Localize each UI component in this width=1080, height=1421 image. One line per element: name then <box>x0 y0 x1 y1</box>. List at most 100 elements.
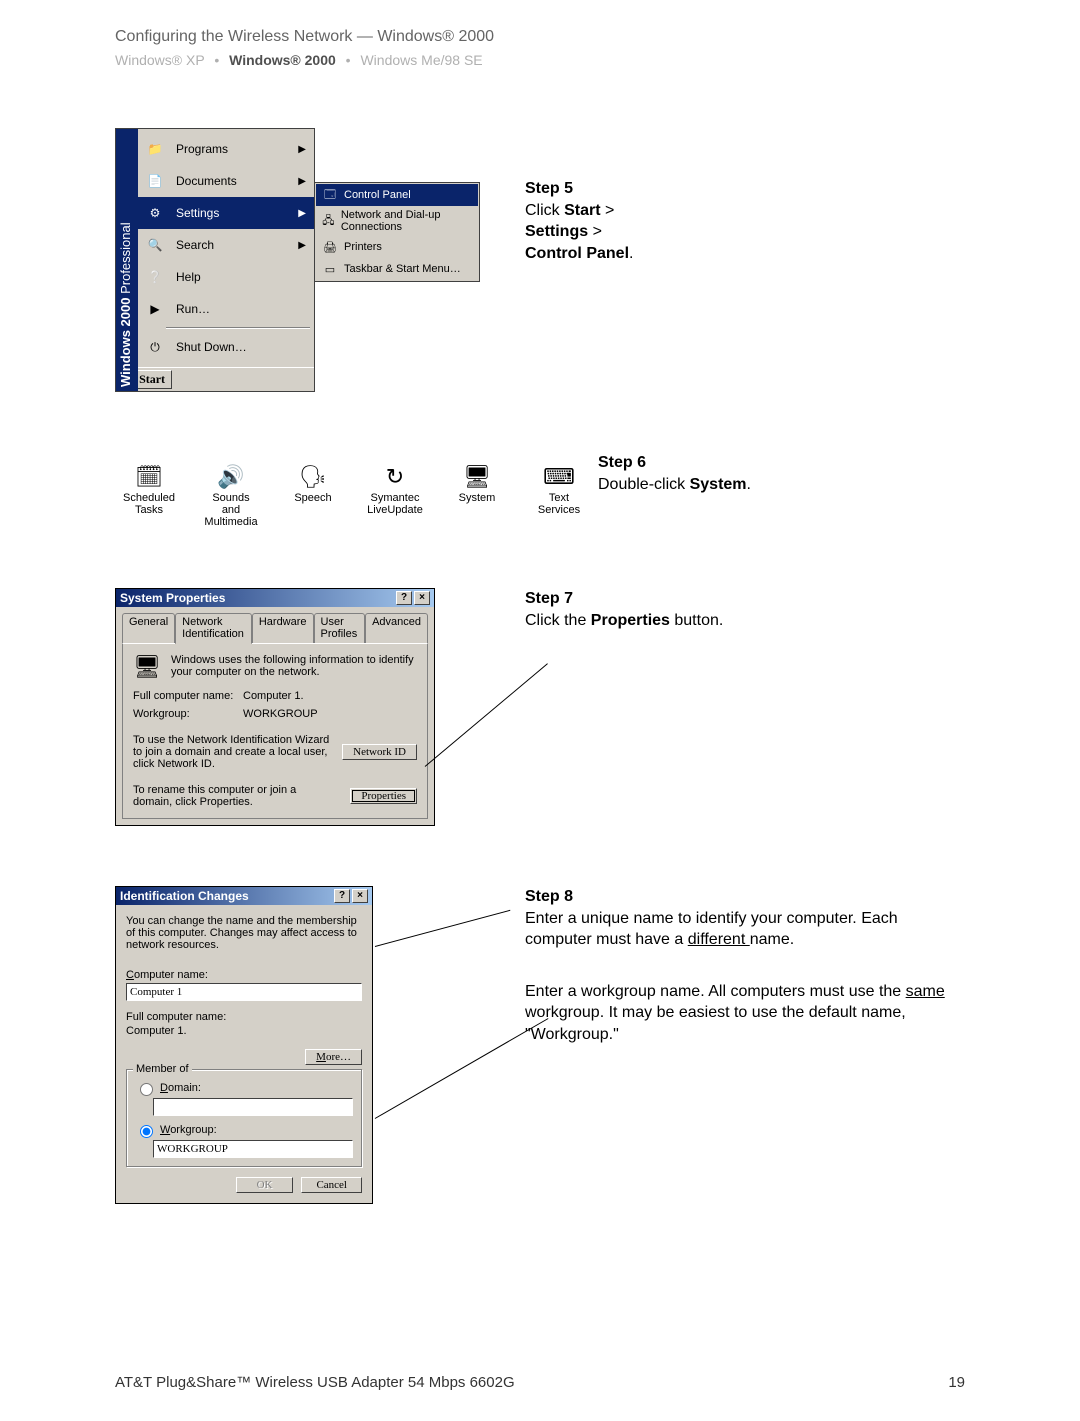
close-button[interactable]: × <box>352 889 368 903</box>
network-id-button[interactable]: Network ID <box>342 744 417 760</box>
start-menu-banner: Windows 2000 Professional <box>116 129 138 391</box>
identification-changes-dialog: Identification Changes ? × You can chang… <box>115 886 373 1204</box>
domain-input[interactable] <box>153 1098 353 1116</box>
computer-icon: 🖥 <box>133 654 161 680</box>
breadcrumb-xp[interactable]: Windows® XP <box>115 52 204 68</box>
network-icon: 🖧 <box>322 213 335 229</box>
taskbar-icon: ▭ <box>322 261 338 277</box>
cp-symantec[interactable]: ↻Symantec LiveUpdate <box>366 462 424 516</box>
submenu-network[interactable]: 🖧 Network and Dial-up Connections <box>316 206 478 236</box>
tab-general[interactable]: General <box>122 613 175 643</box>
settings-icon: ⚙ <box>144 203 166 223</box>
member-of-group: Member of Domain: Workgroup: <box>126 1069 362 1167</box>
submenu-label: Network and Dial-up Connections <box>341 209 472 233</box>
help-button[interactable]: ? <box>396 591 412 605</box>
full-computer-name-value: Computer 1. <box>126 1025 187 1037</box>
submenu-printers[interactable]: 🖨 Printers <box>316 236 478 258</box>
step7-text: Click the Properties button. <box>525 610 723 632</box>
full-name-value: Computer 1. <box>243 690 304 702</box>
page-title: Configuring the Wireless Network — Windo… <box>115 28 965 46</box>
breadcrumb-me98[interactable]: Windows Me/98 SE <box>360 52 482 68</box>
step5-text: Click Start > Settings > Control Panel. <box>525 200 633 265</box>
workgroup-radio-label: Workgroup: <box>160 1124 217 1136</box>
speaker-icon: 🔊 <box>202 462 260 492</box>
full-name-label: Full computer name: <box>133 690 243 702</box>
system-icon: 🖥 <box>448 462 506 492</box>
full-computer-name-label: Full computer name: <box>126 1011 362 1023</box>
wizard-text: To use the Network Identification Wizard… <box>133 734 333 770</box>
workgroup-input[interactable] <box>153 1140 353 1158</box>
step8-para2: Enter a workgroup name. All computers mu… <box>525 981 965 1046</box>
menu-shutdown[interactable]: ⏻ Shut Down… <box>138 331 314 363</box>
control-panel-icons: 🗓Scheduled Tasks 🔊Sounds and Multimedia … <box>115 452 588 528</box>
update-icon: ↻ <box>366 462 424 492</box>
breadcrumb-sep: • <box>346 52 351 68</box>
submenu-arrow-icon: ▶ <box>298 144 306 155</box>
printers-icon: 🖨 <box>322 239 338 255</box>
member-of-legend: Member of <box>133 1063 192 1075</box>
run-icon: ▶ <box>144 299 166 319</box>
step5-title: Step 5 <box>525 178 633 200</box>
breadcrumb-2000[interactable]: Windows® 2000 <box>229 52 336 68</box>
menu-run[interactable]: ▶ Run… <box>138 293 314 325</box>
intro-text: You can change the name and the membersh… <box>126 915 362 951</box>
tab-advanced[interactable]: Advanced <box>365 613 428 643</box>
info-text: Windows uses the following information t… <box>171 654 417 678</box>
system-properties-dialog: System Properties ? × General Network Id… <box>115 588 435 826</box>
menu-label: Settings <box>176 206 219 220</box>
menu-label: Search <box>176 238 214 252</box>
menu-label: Documents <box>176 174 237 188</box>
menu-label: Help <box>176 270 201 284</box>
step6-text: Double-click System. <box>598 474 751 496</box>
submenu-label: Printers <box>344 241 382 253</box>
titlebar: System Properties ? × <box>116 589 434 607</box>
menu-programs[interactable]: 📁 Programs ▶ <box>138 133 314 165</box>
cp-sounds[interactable]: 🔊Sounds and Multimedia <box>202 462 260 528</box>
documents-icon: 📄 <box>144 171 166 191</box>
cp-speech[interactable]: 🗣Speech <box>284 462 342 504</box>
cancel-button[interactable]: Cancel <box>301 1177 362 1193</box>
tab-user-profiles[interactable]: User Profiles <box>314 613 366 643</box>
step8-title: Step 8 <box>525 886 965 908</box>
programs-icon: 📁 <box>144 139 166 159</box>
close-button[interactable]: × <box>414 591 430 605</box>
help-button[interactable]: ? <box>334 889 350 903</box>
calendar-icon: 🗓 <box>120 462 178 492</box>
menu-separator <box>166 327 310 329</box>
workgroup-value: WORKGROUP <box>243 708 318 720</box>
tabs: General Network Identification Hardware … <box>116 613 434 643</box>
computer-name-label: Computer name: <box>126 969 362 981</box>
step8-para1: Enter a unique name to identify your com… <box>525 908 965 951</box>
computer-name-input[interactable] <box>126 983 362 1001</box>
properties-button[interactable]: Properties <box>350 788 417 804</box>
submenu-arrow-icon: ▶ <box>298 240 306 251</box>
submenu-taskbar[interactable]: ▭ Taskbar & Start Menu… <box>316 258 478 280</box>
menu-search[interactable]: 🔍 Search ▶ <box>138 229 314 261</box>
menu-help[interactable]: ❔ Help <box>138 261 314 293</box>
menu-label: Shut Down… <box>176 340 247 354</box>
workgroup-radio[interactable] <box>140 1125 153 1138</box>
menu-documents[interactable]: 📄 Documents ▶ <box>138 165 314 197</box>
submenu-control-panel[interactable]: 🗔 Control Panel <box>316 184 478 206</box>
speech-icon: 🗣 <box>284 462 342 492</box>
more-button[interactable]: More… <box>305 1049 362 1065</box>
footer-page-number: 19 <box>948 1374 965 1391</box>
ok-button[interactable]: OK <box>236 1177 294 1193</box>
cp-text-services[interactable]: ⌨Text Services <box>530 462 588 516</box>
submenu-label: Taskbar & Start Menu… <box>344 263 461 275</box>
menu-settings[interactable]: ⚙ Settings ▶ <box>138 197 314 229</box>
tab-hardware[interactable]: Hardware <box>252 613 314 643</box>
tab-network-id[interactable]: Network Identification <box>175 613 252 644</box>
cp-scheduled-tasks[interactable]: 🗓Scheduled Tasks <box>120 462 178 516</box>
menu-label: Programs <box>176 142 228 156</box>
domain-radio[interactable] <box>140 1083 153 1096</box>
start-button-label: Start <box>139 372 165 387</box>
dialog-title: Identification Changes <box>120 889 249 903</box>
shutdown-icon: ⏻ <box>144 337 166 357</box>
start-menu: Windows 2000 Professional 📁 Programs ▶ 📄… <box>115 128 315 392</box>
settings-submenu: 🗔 Control Panel 🖧 Network and Dial-up Co… <box>314 182 480 282</box>
submenu-label: Control Panel <box>344 189 411 201</box>
step7-title: Step 7 <box>525 588 723 610</box>
step6-title: Step 6 <box>598 452 751 474</box>
cp-system[interactable]: 🖥System <box>448 462 506 504</box>
